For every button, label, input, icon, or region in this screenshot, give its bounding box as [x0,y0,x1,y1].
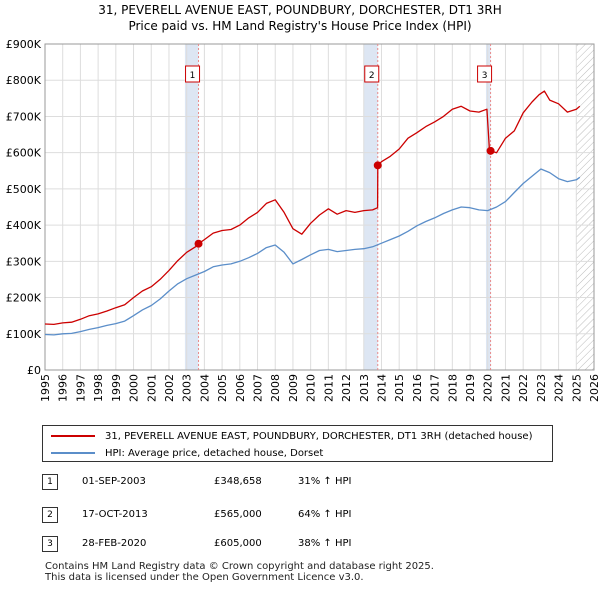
x-tick-label: 2023 [535,374,548,402]
sale-row: 2 17-OCT-2013 £565,000 64% ↑ HPI [42,507,442,525]
future-hatch-region [576,44,594,370]
y-tick-label: £500K [6,183,42,196]
legend-label-hpi: HPI: Average price, detached house, Dors… [105,447,324,459]
sale-row: 1 01-SEP-2003 £348,658 31% ↑ HPI [42,474,442,492]
x-tick-label: 2003 [181,374,194,402]
sale-number-badge: 3 [42,536,58,552]
x-tick-label: 1995 [39,374,52,402]
y-tick-label: £200K [6,292,42,305]
chart-title-line1: 31, PEVERELL AVENUE EAST, POUNDBURY, DOR… [98,3,502,17]
sale-shade-band [363,44,378,370]
sale-price: £348,658 [214,476,262,487]
y-tick-label: £300K [6,255,42,268]
sale-price: £565,000 [214,509,262,520]
sale-number-badge: 2 [42,507,58,523]
x-tick-label: 2005 [216,374,229,402]
x-tick-label: 2012 [340,374,353,402]
sale-row: 3 28-FEB-2020 £605,000 38% ↑ HPI [42,536,442,554]
legend: 31, PEVERELL AVENUE EAST, POUNDBURY, DOR… [42,425,553,462]
x-tick-label: 2015 [393,374,406,402]
legend-swatch-property [51,435,95,437]
sale-date: 01-SEP-2003 [82,476,146,487]
sale-hpi-diff: 38% ↑ HPI [298,538,352,549]
x-tick-label: 2019 [464,374,477,402]
chart-title: 31, PEVERELL AVENUE EAST, POUNDBURY, DOR… [0,2,600,34]
sale-point [373,161,382,170]
x-tick-label: 2002 [163,374,176,402]
x-tick-label: 2004 [198,374,211,402]
x-tick-label: 2000 [128,374,141,402]
y-tick-label: £0 [27,364,41,377]
y-tick-label: £600K [6,147,42,160]
x-tick-label: 2001 [145,374,158,402]
sale-hpi-diff: 31% ↑ HPI [298,476,352,487]
sale-label-box [185,65,201,83]
x-tick-label: 2006 [234,374,247,402]
sale-label-number: 3 [482,71,488,81]
legend-label-property: 31, PEVERELL AVENUE EAST, POUNDBURY, DOR… [105,430,533,442]
footer: Contains HM Land Registry data © Crown c… [45,561,434,583]
sale-number-badge: 1 [42,474,58,490]
x-tick-label: 1998 [92,374,105,402]
x-tick-label: 1999 [110,374,123,402]
sale-date: 17-OCT-2013 [82,509,148,520]
y-tick-label: £100K [6,328,42,341]
sale-price: £605,000 [214,538,262,549]
sale-point [194,239,203,248]
footer-copyright: Contains HM Land Registry data © Crown c… [45,561,434,572]
x-tick-label: 2021 [499,374,512,402]
sale-date: 28-FEB-2020 [82,538,147,549]
x-tick-label: 2011 [322,374,335,402]
x-tick-label: 2025 [570,374,583,402]
sale-hpi-diff: 64% ↑ HPI [298,509,352,520]
x-tick-label: 2016 [411,374,424,402]
sale-point [486,146,495,155]
footer-licence: This data is licensed under the Open Gov… [45,572,364,583]
x-tick-label: 2018 [446,374,459,402]
y-tick-label: £900K [6,38,42,51]
chart-title-line2: Price paid vs. HM Land Registry's House … [128,19,472,33]
x-tick-label: 2009 [287,374,300,402]
hpi-line [44,168,581,336]
x-tick-label: 2010 [305,374,318,402]
sale-label-box [364,65,380,83]
x-tick-label: 1996 [57,374,70,402]
sale-label-number: 2 [369,71,375,81]
x-tick-label: 2024 [553,374,566,402]
sale-shade-band [184,44,199,370]
sale-shade-band [485,44,491,370]
price-chart: £0 £100K £200K £300K £400K £500K £600K £700K £80… [6,38,600,402]
legend-item-hpi: HPI: Average price, detached house, Dors… [51,446,323,460]
y-tick-label: £800K [6,74,42,87]
x-tick-label: 2022 [517,374,530,402]
x-tick-label: 2017 [429,374,442,402]
x-tick-label: 2026 [588,374,600,402]
legend-item-property: 31, PEVERELL AVENUE EAST, POUNDBURY, DOR… [51,429,532,443]
sale-label-number: 1 [190,71,196,81]
x-tick-label: 2014 [375,374,388,402]
legend-swatch-hpi [51,452,95,454]
x-tick-label: 1997 [74,374,87,402]
property-price-line [44,90,581,326]
x-tick-label: 2020 [482,374,495,402]
x-tick-label: 2007 [252,374,265,402]
x-tick-label: 2008 [269,374,282,402]
x-tick-label: 2013 [358,374,371,402]
plot-border [44,43,595,371]
y-tick-label: £700K [6,110,42,123]
plot-area [45,44,594,370]
y-tick-label: £400K [6,219,42,232]
sale-label-box [477,65,493,83]
